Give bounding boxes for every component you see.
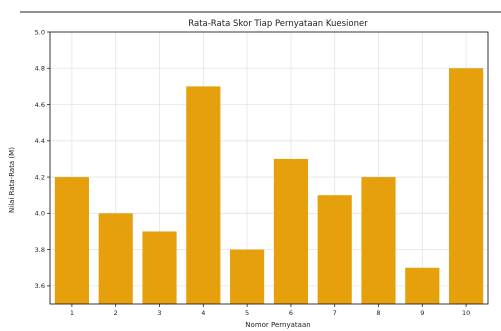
x-tick-label: 3 bbox=[157, 309, 161, 317]
bar-7 bbox=[317, 195, 352, 304]
y-tick-label: 4.6 bbox=[35, 101, 45, 109]
plot-frame bbox=[49, 31, 489, 305]
y-tick-label: 3.8 bbox=[35, 246, 45, 254]
y-ticks: 3.6 3.8 4.0 4.2 4.4 4.6 4.8 5.0 bbox=[35, 28, 50, 290]
bar-1 bbox=[54, 177, 89, 304]
bar-4 bbox=[186, 86, 221, 305]
x-tick-label: 9 bbox=[420, 309, 424, 317]
bar-5 bbox=[230, 249, 265, 304]
chart-title: Rata-Rata Skor Tiap Pernyataan Kuesioner bbox=[188, 19, 368, 29]
y-tick-label: 4.0 bbox=[35, 210, 45, 218]
x-tick-label: 5 bbox=[245, 309, 249, 317]
y-tick-label: 5.0 bbox=[35, 28, 45, 36]
bar-9 bbox=[405, 267, 440, 304]
x-tick-label: 4 bbox=[201, 309, 205, 317]
x-tick-label: 2 bbox=[114, 309, 118, 317]
y-tick-label: 3.6 bbox=[35, 282, 45, 290]
x-ticks: 1 2 3 4 5 6 7 8 9 10 bbox=[70, 304, 470, 317]
y-tick-label: 4.2 bbox=[35, 173, 45, 181]
x-tick-label: 7 bbox=[333, 309, 337, 317]
x-axis-label: Nomor Pernyataan bbox=[245, 321, 310, 329]
bar-6 bbox=[273, 158, 308, 304]
bar-10 bbox=[449, 68, 484, 305]
bar-3 bbox=[142, 231, 177, 304]
x-tick-label: 10 bbox=[462, 309, 470, 317]
bar-8 bbox=[361, 177, 396, 304]
x-tick-label: 1 bbox=[70, 309, 74, 317]
x-tick-label: 6 bbox=[289, 309, 293, 317]
bar-2 bbox=[98, 213, 133, 304]
y-axis-label: Nilai Rata-Rata (M) bbox=[8, 147, 16, 213]
bars-layer bbox=[54, 68, 484, 305]
x-tick-label: 8 bbox=[376, 309, 380, 317]
y-tick-label: 4.8 bbox=[35, 65, 45, 73]
y-tick-label: 4.4 bbox=[35, 137, 45, 145]
